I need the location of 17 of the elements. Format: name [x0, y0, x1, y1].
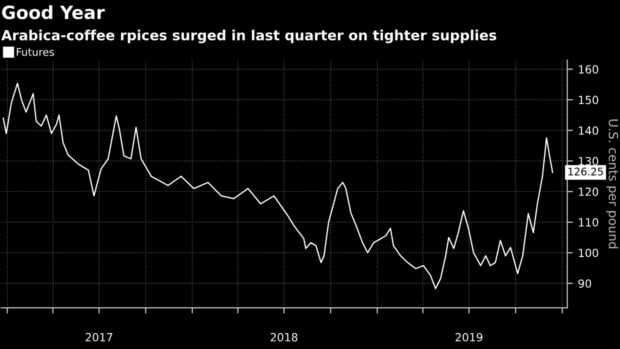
y-tick-label: 110 — [578, 218, 598, 227]
x-tick-label: 2017 — [86, 333, 112, 342]
data-label: 126.25 — [568, 168, 603, 176]
chart-title: Good Year — [2, 5, 105, 20]
y-tick-label: 160 — [578, 65, 598, 74]
y-tick-label: 100 — [578, 248, 598, 258]
y-axis-title: U.S. cents per pound — [606, 120, 618, 248]
chart-subtitle: Arabica-coffee rpices surged in last quarter on tighter supplies — [1, 30, 496, 44]
y-tick-label: 90 — [578, 279, 592, 288]
y-tick-label: 120 — [578, 188, 598, 196]
x-tick-label: 2018 — [270, 333, 298, 342]
line-series — [2, 82, 554, 290]
y-tick-label: 140 — [578, 126, 598, 135]
y-tick-label: 150 — [578, 96, 598, 104]
legend-label: Futures — [16, 48, 54, 56]
x-tick-label: 2019 — [456, 333, 482, 342]
y-tick-label: 130 — [578, 156, 598, 166]
